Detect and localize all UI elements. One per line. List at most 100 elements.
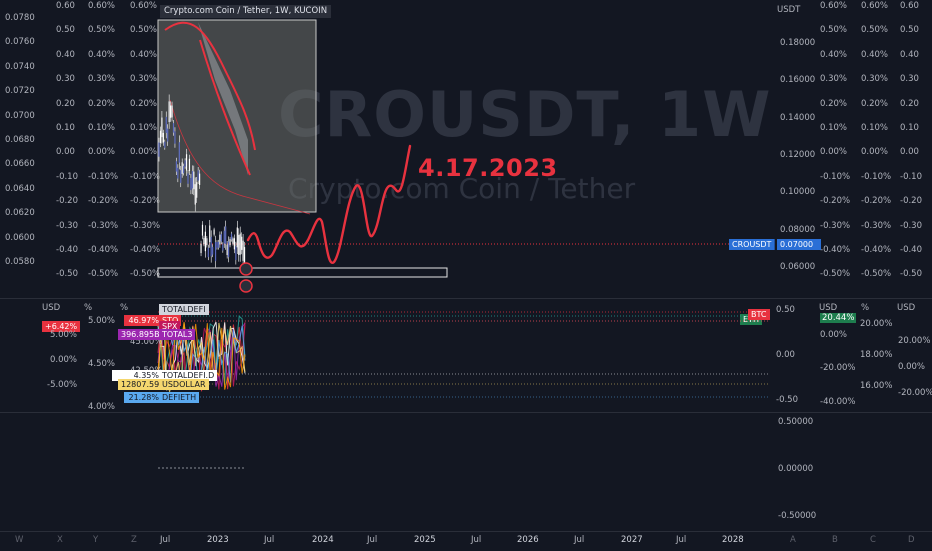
left-value-label: 0.20 [56,98,75,109]
left-pct-label: 0.20% [88,98,116,109]
indicator-label[interactable]: STO [159,315,182,326]
pane2-usd-header: USD [42,303,61,313]
right-value-label: -0.20 [900,196,922,207]
candle-body [174,131,176,144]
indicator-label[interactable]: TOTALDEFI.D [159,370,218,381]
candle-body [243,247,246,263]
pane2-right-label: -0.50 [776,395,798,405]
time-axis[interactable]: Jul 2023 Jul 2024 Jul 2025 Jul 2026 Jul 2027 Jul 20… [0,531,932,551]
candle-body [223,230,225,244]
candle-body [161,117,163,138]
left-value-label: 0.60 [56,1,75,11]
left-value-label: -0.10 [56,171,78,182]
right-pct-label: 0.60% [861,1,889,11]
left-price-label: 0.0600 [5,232,35,243]
btc-tag: BTC [748,309,770,320]
time-axis-label: Jul [160,535,171,545]
candlesticks [158,94,246,268]
pane2-right-pct-label: -20.00% [820,363,856,373]
candle-body [188,158,191,171]
candle-body [159,130,162,143]
left-pct-label: -0.10% [88,171,119,182]
left-pct-label: 0.00% [88,147,116,158]
candle-body [229,239,231,246]
right-value-label: -0.30 [900,220,922,231]
candle-body [170,105,172,118]
left-pct-label: 0.40% [88,49,116,60]
usdt-scale-header: USDT [777,5,801,15]
candle-body [222,244,224,251]
right-value-label: -0.10 [900,171,922,182]
projection-curve-inner [169,99,311,215]
right-pct-label: 0.20% [820,98,848,109]
candle-body [171,105,173,118]
left-price-label: 0.0640 [5,183,35,194]
indicator-value: 4.35% [112,370,162,381]
candle-body [185,154,188,171]
indicator-label[interactable]: USDOLLAR [159,379,209,390]
candle-body [206,238,208,246]
us-event-marker [239,279,253,293]
symbol-legend[interactable]: Crypto.com Coin / Tether, 1W, KUCOIN [160,5,332,18]
left-value-label: 0.40 [56,49,75,60]
pane2-right-pct-label: -40.00% [820,397,856,407]
candle-body [168,101,170,122]
left-price-label: 0.0740 [5,61,35,72]
left-price-label: 0.0720 [5,86,35,97]
right-pct-label: -0.50% [820,269,851,280]
candle-body [164,141,166,148]
usdt-price-label: 0.16000 [780,75,816,86]
left-value-label: -0.40 [56,245,78,255]
time-axis-label: 2024 [312,535,334,545]
right-value-label: 0.00 [900,147,919,158]
candle-body [165,116,167,133]
left-value-label: 0.00 [56,147,75,158]
usdt-price-label: 0.10000 [780,187,816,198]
candle-body [233,238,235,250]
candle-body [220,233,222,242]
pane2-right-pct2-label: 16.00% [860,381,893,391]
left-price-label: 0.0680 [5,135,35,145]
indicator-label[interactable]: DEFIETH [159,392,200,403]
candle-body [158,142,160,157]
pane-separator-1[interactable] [0,298,932,299]
candle-body [217,241,220,248]
right-value-label: 0.50 [900,25,919,36]
time-axis-label: Jul [367,535,378,545]
indicator-value: 12807.59 [118,379,162,390]
scale-letter: A [790,535,796,545]
left-value-label: 0.10 [56,123,75,133]
candle-body [225,226,227,244]
time-axis-label: 2023 [207,535,229,545]
scale-letter: C [870,535,876,545]
right-value-label: -0.40 [900,245,922,255]
right-pct-label: -0.50% [861,269,892,280]
right-pct-label: 0.10% [861,123,889,133]
indicator-value: 21.28% [124,392,162,403]
right-pct-label: 0.60% [820,1,848,11]
date-annotation[interactable]: 4.17.2023 [418,154,558,182]
candle-body [212,246,214,255]
indicator-value: 46.97% [124,315,162,326]
pane-separator-2[interactable] [0,412,932,413]
time-axis-label: 2027 [621,535,643,545]
indicator-label[interactable]: TOTAL3 [159,329,196,340]
left-pct-label: 0.00% [130,147,158,158]
candle-body [214,242,217,262]
right-pct-label: 0.50% [861,25,889,36]
right-pct-label: 0.30% [820,74,848,85]
indicator-label[interactable]: SPX [159,321,181,332]
right-pct-label: 0.40% [820,49,848,60]
projection-band [198,22,248,175]
indicator-label[interactable]: TOTALDEFI [159,304,209,315]
candle-body [241,236,243,250]
indicator-value: 396.895B [118,329,162,340]
left-pct-label: 0.30% [88,74,116,85]
right-pct-label: 0.30% [861,74,889,85]
candle-body [194,184,196,205]
pane2-pct2-label: 45.00% [130,337,163,347]
candle-body [175,161,177,172]
candle-body [197,170,199,181]
left-value-label: -0.20 [56,196,78,207]
